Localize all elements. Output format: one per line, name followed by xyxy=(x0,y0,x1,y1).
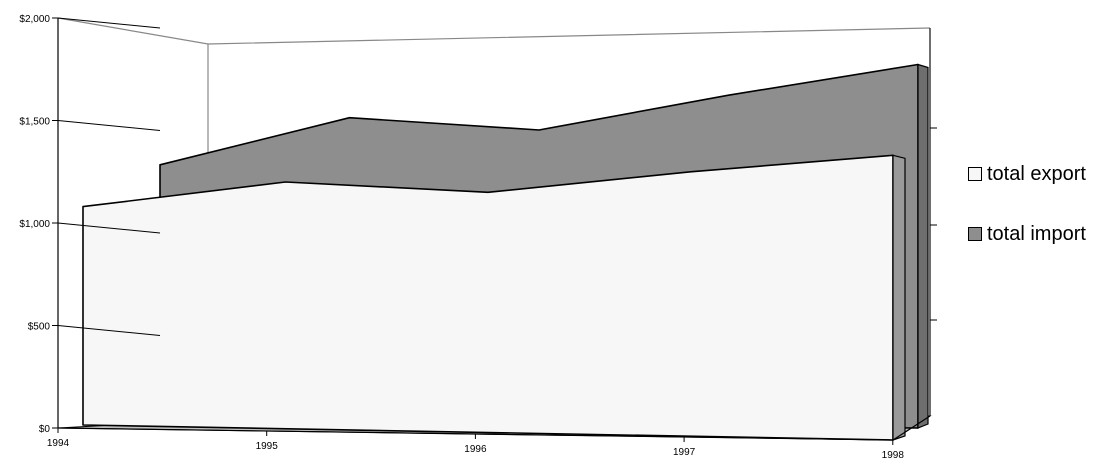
back-wall-top-edge xyxy=(57,17,931,45)
legend-swatch-import xyxy=(968,227,982,241)
y-tick-label-1: $500 xyxy=(28,322,51,333)
axis-layer: $0 $500 $1,000 $1,500 $2,000 1994 1995 1996 1997… xyxy=(19,14,937,461)
y-tick-label-4: $2,000 xyxy=(19,14,50,25)
x-tick-label-1: 1995 xyxy=(256,441,279,452)
area-side-total-import xyxy=(917,63,929,429)
legend-item-export: total export xyxy=(968,160,1118,188)
legend-label-export: total export xyxy=(987,162,1086,185)
y-tick-label-3: $1,500 xyxy=(19,117,50,128)
area-total-export xyxy=(82,154,894,441)
legend-label-import: total import xyxy=(987,222,1086,245)
y-grid-4 xyxy=(57,17,161,29)
legend: total export total import xyxy=(968,160,1118,280)
series-layer xyxy=(82,63,929,441)
y-tick-label-2: $1,000 xyxy=(19,219,50,230)
x-tick-label-4: 1998 xyxy=(882,450,905,461)
x-tick-label-0: 1994 xyxy=(47,438,70,449)
area-side-total-export xyxy=(892,154,906,441)
x-tick-label-2: 1996 xyxy=(464,444,487,455)
y-grid-1 xyxy=(57,325,161,336)
y-grid-2 xyxy=(57,222,161,234)
legend-item-import: total import xyxy=(968,220,1118,248)
y-tick-label-0: $0 xyxy=(39,424,51,435)
x-tick-label-3: 1997 xyxy=(673,447,696,458)
floor-right-edge xyxy=(892,415,931,441)
legend-swatch-export xyxy=(968,167,982,181)
y-grid-3 xyxy=(57,120,161,131)
